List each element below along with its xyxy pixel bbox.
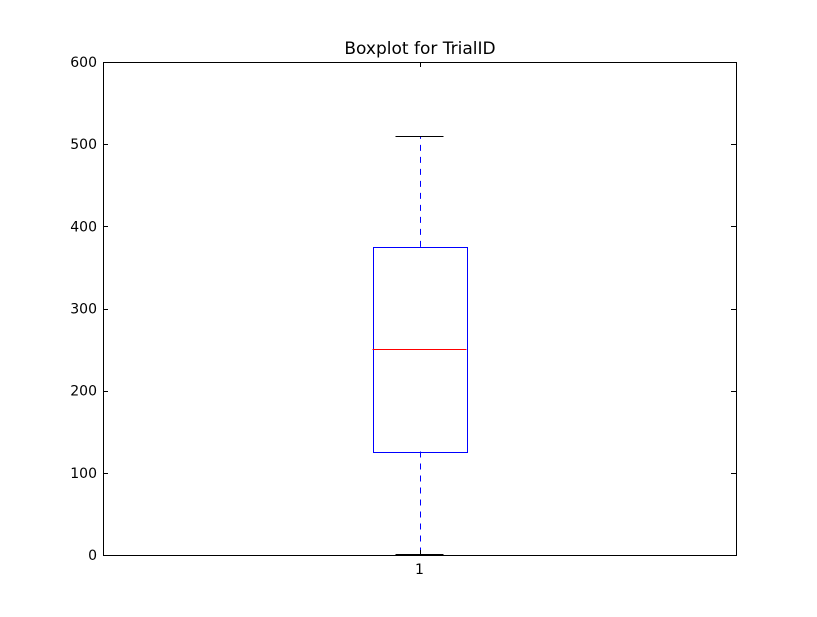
chart-title: Boxplot for TrialID bbox=[344, 39, 495, 59]
x-tick-label: 1 bbox=[415, 562, 424, 578]
y-tick-label: 500 bbox=[70, 137, 97, 153]
y-tick-label: 300 bbox=[70, 302, 97, 318]
y-tick-label: 600 bbox=[70, 55, 97, 71]
y-tick-label: 400 bbox=[70, 219, 97, 235]
y-tick-label: 200 bbox=[70, 384, 97, 400]
y-tick-label: 0 bbox=[88, 548, 97, 564]
axes-frame bbox=[103, 62, 737, 556]
y-axis: 0 100 200 300 400 500 600 bbox=[70, 55, 736, 564]
y-tick-label: 100 bbox=[70, 466, 97, 482]
x-axis: 1 bbox=[415, 62, 424, 578]
plot-area bbox=[372, 135, 468, 555]
